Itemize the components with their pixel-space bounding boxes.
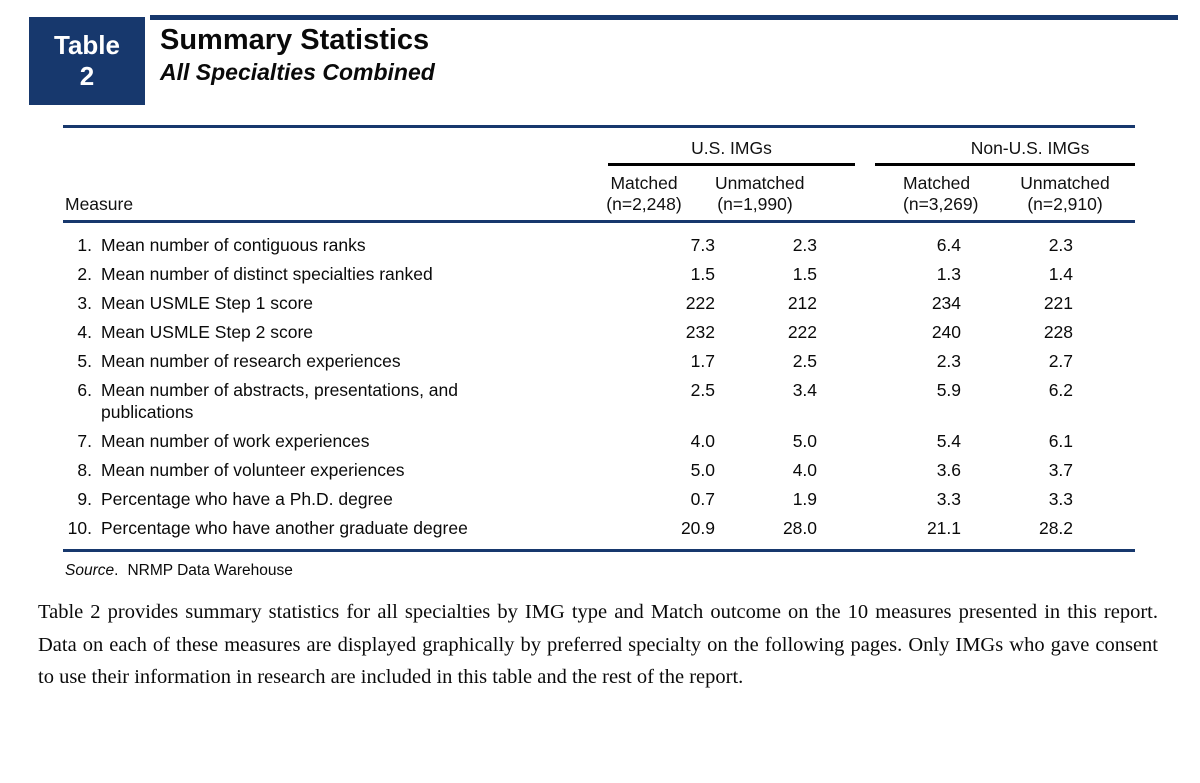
measure-label: Mean number of distinct specialties rank… xyxy=(101,264,433,284)
table-badge-number: 2 xyxy=(79,61,95,91)
page-title: Summary Statistics xyxy=(160,24,430,56)
value-cell: 232 xyxy=(685,322,715,342)
column-header-nonus-matched: Matched (n=3,269) xyxy=(827,166,978,223)
row-number: 2. xyxy=(77,264,92,284)
value-cell: 228 xyxy=(1043,322,1074,342)
value-cell: 234 xyxy=(931,293,962,313)
value-cell: 2.3 xyxy=(936,351,962,371)
measure-label: Mean number of volunteer experiences xyxy=(101,460,405,480)
group-header-row: Measure U.S. IMGs Non-U.S. IMGs xyxy=(63,126,1136,223)
value-cell: 240 xyxy=(931,322,962,342)
value-cell: 6.4 xyxy=(936,235,962,255)
row-number: 10. xyxy=(67,518,92,538)
table-row: 8. Mean number of volunteer experiences 5… xyxy=(63,456,1135,485)
value-cell: 3.3 xyxy=(936,489,962,509)
table-number-badge: Table 2 xyxy=(29,17,145,105)
measure-label: Mean number of research experiences xyxy=(101,351,401,371)
summary-statistics-table: Measure U.S. IMGs Non-U.S. IMGs Matched … xyxy=(63,125,1136,580)
table-row: 2. Mean number of distinct specialties ra… xyxy=(63,260,1135,289)
page-subtitle: All Specialties Combined xyxy=(160,59,435,85)
value-cell: 4.0 xyxy=(792,460,818,480)
value-cell: 1.5 xyxy=(792,264,818,284)
measure-label: Mean number of work experiences xyxy=(101,431,370,451)
source-text: NRMP Data Warehouse xyxy=(127,562,293,579)
row-number: 8. xyxy=(77,460,92,480)
row-number: 9. xyxy=(77,489,92,509)
value-cell: 3.3 xyxy=(1048,489,1074,509)
value-cell: 221 xyxy=(1043,293,1074,313)
value-cell: 2.3 xyxy=(792,235,818,255)
value-cell: 5.0 xyxy=(690,460,715,480)
measure-label: Mean number of abstracts, presentations,… xyxy=(101,380,459,422)
table-row: 7. Mean number of work experiences 4.0 5.… xyxy=(63,427,1135,456)
body-paragraph: Table 2 provides summary statistics for … xyxy=(38,601,1158,688)
group-header-non-us-imgs: Non-U.S. IMGs xyxy=(827,127,1136,166)
value-cell: 5.0 xyxy=(792,431,818,451)
value-cell: 2.7 xyxy=(1048,351,1074,371)
value-cell: 222 xyxy=(685,293,715,313)
measure-column-header: Measure xyxy=(63,126,573,223)
source-separator: . xyxy=(114,562,119,579)
table-row: 9. Percentage who have a Ph.D. degree 0.7… xyxy=(63,485,1135,514)
value-cell: 0.7 xyxy=(690,489,715,509)
value-cell: 6.2 xyxy=(1048,380,1074,400)
group-label-non-us-imgs: Non-U.S. IMGs xyxy=(875,133,1136,166)
value-cell: 28.0 xyxy=(715,514,828,552)
source-label: Source xyxy=(65,562,115,579)
column-header-us-unmatched: Unmatched (n=1,990) xyxy=(715,166,828,223)
table-badge-word: Table xyxy=(54,30,120,60)
value-cell: 1.3 xyxy=(936,264,962,284)
value-cell: 222 xyxy=(787,322,818,342)
table-row: 10. Percentage who have another graduate … xyxy=(63,514,1136,552)
row-number: 3. xyxy=(77,293,92,313)
column-header-nonus-unmatched: Unmatched (n=2,910) xyxy=(967,166,1136,223)
value-cell: 7.3 xyxy=(690,235,715,255)
row-number: 6. xyxy=(77,380,92,400)
value-cell: 6.1 xyxy=(1048,431,1074,451)
value-cell: 5.4 xyxy=(936,431,962,451)
measure-label: Mean number of contiguous ranks xyxy=(101,235,366,255)
source-note: Source. NRMP Data Warehouse xyxy=(65,562,1135,580)
row-number: 7. xyxy=(77,431,92,451)
value-cell: 3.4 xyxy=(792,380,818,400)
table-row: 4. Mean USMLE Step 2 score 232 222 240 22… xyxy=(63,318,1135,347)
value-cell: 21.1 xyxy=(827,514,968,552)
value-cell: 1.4 xyxy=(1048,264,1074,284)
value-cell: 20.9 xyxy=(573,514,715,552)
table-row: 3. Mean USMLE Step 1 score 222 212 234 22… xyxy=(63,289,1135,318)
column-header-us-matched: Matched (n=2,248) xyxy=(573,166,715,223)
value-cell: 1.5 xyxy=(690,264,715,284)
value-cell: 212 xyxy=(787,293,818,313)
value-cell: 3.6 xyxy=(936,460,962,480)
measure-label: Percentage who have a Ph.D. degree xyxy=(101,489,393,509)
group-header-us-imgs: U.S. IMGs xyxy=(573,127,856,166)
value-cell: 2.5 xyxy=(792,351,818,371)
value-cell: 3.7 xyxy=(1048,460,1074,480)
header-rule xyxy=(150,15,1178,20)
value-cell: 1.7 xyxy=(690,351,715,371)
value-cell: 2.5 xyxy=(690,380,715,400)
table-row: 1. Mean number of contiguous ranks 7.3 2.… xyxy=(63,222,1135,261)
value-cell: 5.9 xyxy=(936,380,962,400)
table-row: 5. Mean number of research experiences 1.… xyxy=(63,347,1135,376)
row-number: 5. xyxy=(77,351,92,371)
column-header-row: Matched (n=2,248) Unmatched (n=1,990) Ma… xyxy=(63,166,1136,223)
measure-label: Mean USMLE Step 2 score xyxy=(101,322,314,342)
table-row: 6. Mean number of abstracts, presentation… xyxy=(63,376,1135,427)
row-number: 4. xyxy=(77,322,92,342)
value-cell: 28.2 xyxy=(967,514,1136,552)
row-number: 1. xyxy=(77,235,92,255)
value-cell: 4.0 xyxy=(690,431,715,451)
value-cell: 1.9 xyxy=(792,489,818,509)
measure-label: Mean USMLE Step 1 score xyxy=(101,293,314,313)
measure-label: Percentage who have another graduate deg… xyxy=(101,518,468,538)
value-cell: 2.3 xyxy=(1048,235,1074,255)
group-label-us-imgs: U.S. IMGs xyxy=(608,133,856,166)
